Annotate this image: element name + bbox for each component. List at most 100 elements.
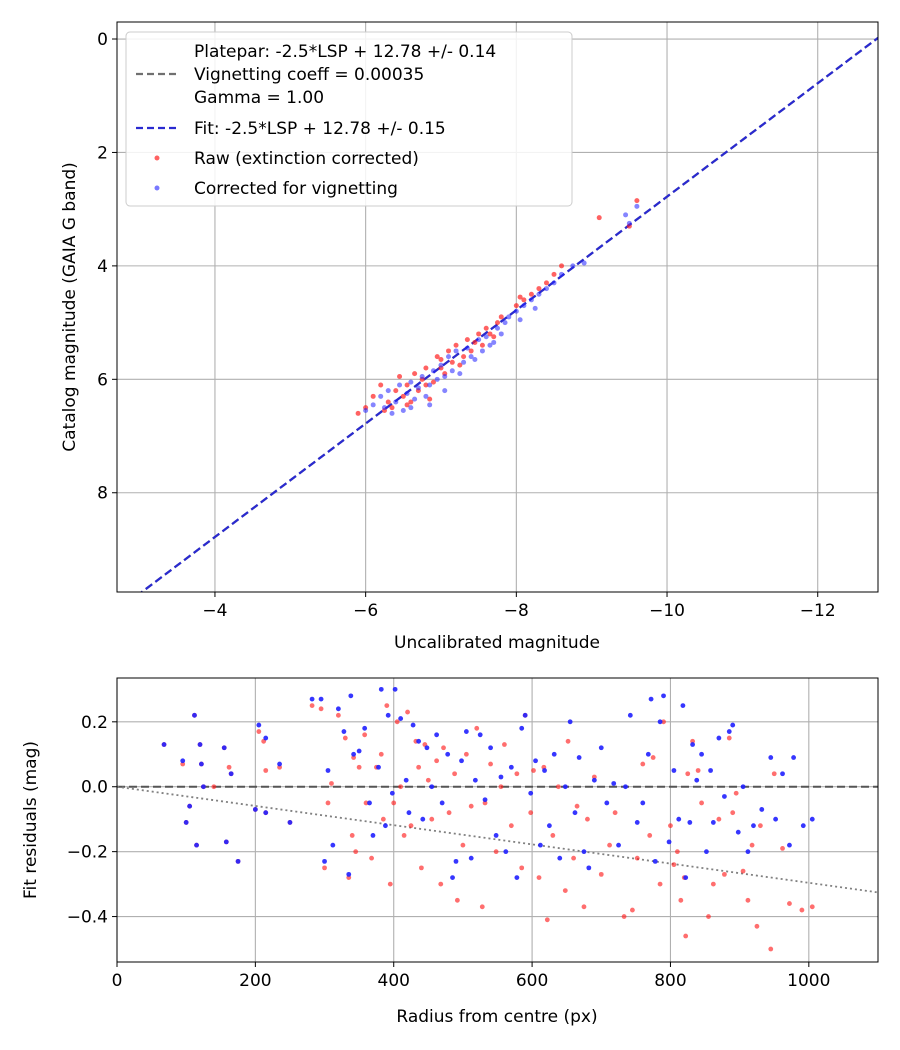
raw-point (517, 294, 523, 300)
x-tick-label: −6 (353, 601, 378, 621)
legend-corrected-marker (154, 185, 160, 191)
raw-point (508, 823, 514, 829)
corrected-point (442, 388, 448, 394)
raw-point (479, 904, 485, 910)
corrected-point (611, 781, 617, 786)
x-tick-label: −10 (649, 601, 685, 621)
raw-point (369, 855, 374, 861)
raw-point (226, 764, 232, 770)
corrected-point (634, 820, 640, 825)
corrected-point (623, 212, 629, 218)
corrected-point (370, 402, 376, 408)
raw-point (771, 771, 777, 777)
corrected-point (710, 820, 716, 825)
corrected-point (341, 729, 347, 734)
corrected-point (419, 373, 425, 379)
corrected-point (645, 751, 651, 757)
top-fit-lines (140, 37, 878, 592)
x-tick-label: −8 (504, 601, 529, 621)
corrected-point (740, 784, 746, 790)
corrected-point (348, 693, 354, 699)
raw-point (476, 331, 482, 337)
bottom-y-axis-label: Fit residuals (mag) (21, 741, 41, 899)
corrected-point (532, 305, 538, 311)
raw-point (325, 800, 331, 806)
raw-point (318, 706, 324, 712)
corrected-point (434, 376, 440, 382)
corrected-point (680, 703, 686, 708)
raw-point (419, 865, 424, 871)
raw-point (612, 810, 618, 816)
corrected-point (730, 722, 736, 728)
raw-point (378, 751, 384, 757)
raw-point (598, 871, 604, 877)
corrected-point (187, 803, 193, 809)
legend: Platepar: -2.5*LSP + 12.78 +/- 0.14 Vign… (125, 31, 573, 207)
raw-point (380, 816, 386, 822)
corrected-point (546, 823, 552, 829)
raw-point (502, 742, 507, 747)
corrected-point (699, 751, 704, 757)
corrected-point (581, 260, 587, 266)
legend-platepar-line2: Vignetting coeff = 0.00035 (194, 65, 424, 85)
corrected-point (666, 839, 672, 845)
raw-point (454, 897, 460, 903)
corrected-point (493, 833, 499, 838)
corrected-point (446, 354, 452, 360)
raw-point (678, 897, 684, 903)
corrected-point (389, 410, 395, 416)
corrected-point (652, 858, 658, 864)
corrected-point (551, 751, 557, 757)
raw-point (640, 761, 646, 767)
raw-point (457, 362, 463, 368)
corrected-point (468, 354, 474, 360)
raw-point (434, 758, 440, 764)
raw-point (634, 198, 640, 204)
raw-point (464, 337, 470, 343)
corrected-point (235, 858, 241, 864)
y-tick-label: 8 (97, 484, 108, 504)
corrected-point (809, 816, 815, 822)
raw-point (710, 881, 716, 887)
corrected-point (503, 849, 509, 855)
corrected-point (463, 729, 469, 734)
corrected-point (228, 771, 234, 777)
raw-point (408, 823, 414, 829)
raw-point (559, 263, 565, 269)
corrected-point (192, 712, 197, 718)
corrected-point (623, 784, 628, 790)
top-corrected-series (363, 203, 640, 416)
raw-point (342, 735, 348, 741)
corrected-point (408, 405, 414, 411)
raw-point (809, 904, 815, 910)
raw-point (668, 823, 673, 829)
corrected-point (676, 816, 682, 822)
raw-point (335, 712, 341, 718)
corrected-point (522, 712, 528, 718)
raw-point (745, 897, 751, 903)
raw-point (427, 396, 433, 402)
corrected-point (335, 706, 341, 712)
corrected-point (383, 823, 388, 829)
corrected-point (420, 816, 426, 822)
corrected-point (423, 393, 429, 399)
corrected-point (199, 761, 204, 767)
y-tick-label: −0.4 (67, 908, 108, 928)
y-tick-label: 6 (97, 370, 108, 390)
bottom-x-axis-label: Radius from centre (px) (396, 1007, 597, 1027)
raw-point (474, 725, 480, 731)
corrected-point (768, 755, 774, 760)
corrected-point (671, 768, 677, 773)
raw-point (452, 771, 458, 777)
corrected-point (197, 742, 203, 747)
raw-point (543, 280, 549, 286)
x-tick-label: 600 (516, 971, 548, 991)
corrected-point (356, 748, 362, 754)
raw-point (401, 833, 407, 838)
corrected-point (392, 686, 398, 692)
corrected-point (634, 203, 640, 209)
raw-point (733, 790, 739, 796)
corrected-point (506, 314, 512, 320)
raw-point (630, 907, 635, 913)
x-tick-label: 800 (654, 971, 686, 991)
